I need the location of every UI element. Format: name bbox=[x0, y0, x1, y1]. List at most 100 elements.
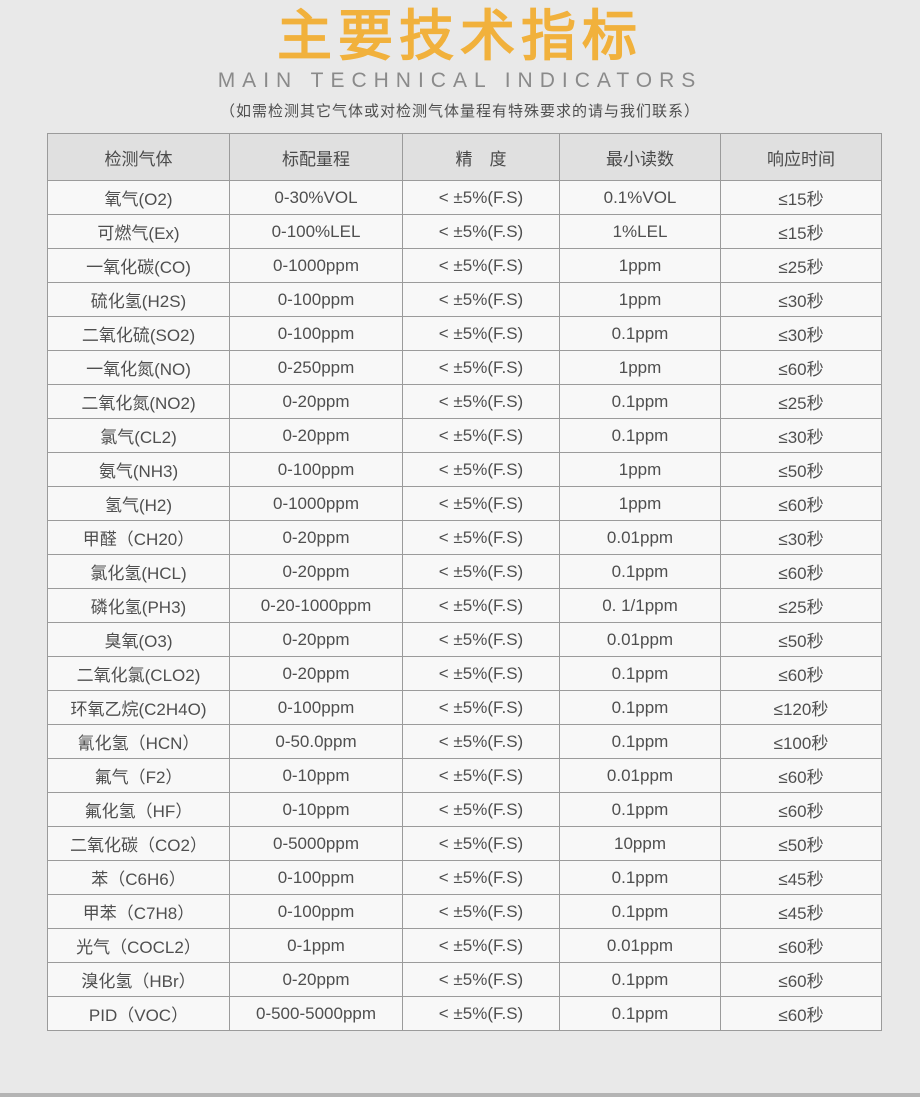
contact-note: （如需检测其它气体或对检测气体量程有特殊要求的请与我们联系） bbox=[219, 102, 700, 120]
cell-min-reading: 1ppm bbox=[559, 350, 721, 385]
cell-response-time: ≤50秒 bbox=[720, 622, 882, 657]
table-row: 溴化氢（HBr） 0-20ppm < ±5%(F.S) 0.1ppm ≤60秒 bbox=[47, 962, 882, 997]
cell-range: 0-100ppm bbox=[229, 452, 403, 487]
cell-min-reading: 1ppm bbox=[559, 282, 721, 317]
cell-range: 0-100ppm bbox=[229, 316, 403, 351]
cell-response-time: ≤60秒 bbox=[720, 486, 882, 521]
table-row: 氯化氢(HCL) 0-20ppm < ±5%(F.S) 0.1ppm ≤60秒 bbox=[47, 554, 882, 589]
cell-min-reading: 0.1ppm bbox=[559, 384, 721, 419]
table-row: 一氧化氮(NO) 0-250ppm < ±5%(F.S) 1ppm ≤60秒 bbox=[47, 350, 882, 385]
table-row: 环氧乙烷(C2H4O) 0-100ppm < ±5%(F.S) 0.1ppm ≤120秒 bbox=[47, 690, 882, 725]
table-row: 苯（C6H6） 0-100ppm < ±5%(F.S) 0.1ppm ≤45秒 bbox=[47, 860, 882, 895]
cell-range: 0-50.0ppm bbox=[229, 724, 403, 759]
cell-gas: 氯气(CL2) bbox=[47, 418, 230, 453]
cell-gas: 氟化氢（HF） bbox=[47, 792, 230, 827]
cell-gas: 氟气（F2） bbox=[47, 758, 230, 793]
cell-range: 0-20ppm bbox=[229, 418, 403, 453]
cell-gas: 氧气(O2) bbox=[47, 180, 230, 215]
cell-min-reading: 0. 1/1ppm bbox=[559, 588, 721, 623]
column-header-gas: 检测气体 bbox=[47, 133, 230, 181]
cell-gas: 光气（COCL2） bbox=[47, 928, 230, 963]
cell-gas: 二氧化氮(NO2) bbox=[47, 384, 230, 419]
cell-response-time: ≤25秒 bbox=[720, 588, 882, 623]
cell-accuracy: < ±5%(F.S) bbox=[402, 418, 560, 453]
cell-range: 0-100ppm bbox=[229, 894, 403, 929]
cell-accuracy: < ±5%(F.S) bbox=[402, 724, 560, 759]
technical-indicators-table: 检测气体 标配量程 精 度 最小读数 响应时间 氧气(O2) 0-30%VOL < … bbox=[47, 133, 882, 1031]
cell-min-reading: 0.1ppm bbox=[559, 418, 721, 453]
cell-min-reading: 0.01ppm bbox=[559, 928, 721, 963]
cell-accuracy: < ±5%(F.S) bbox=[402, 452, 560, 487]
cell-accuracy: < ±5%(F.S) bbox=[402, 520, 560, 555]
cell-gas: 二氧化碳（CO2） bbox=[47, 826, 230, 861]
cell-min-reading: 1ppm bbox=[559, 486, 721, 521]
cell-range: 0-5000ppm bbox=[229, 826, 403, 861]
cell-accuracy: < ±5%(F.S) bbox=[402, 316, 560, 351]
cell-min-reading: 0.01ppm bbox=[559, 622, 721, 657]
cell-accuracy: < ±5%(F.S) bbox=[402, 588, 560, 623]
cell-min-reading: 0.1ppm bbox=[559, 656, 721, 691]
cell-min-reading: 0.1ppm bbox=[559, 316, 721, 351]
cell-accuracy: < ±5%(F.S) bbox=[402, 758, 560, 793]
table-row: 二氧化氮(NO2) 0-20ppm < ±5%(F.S) 0.1ppm ≤25秒 bbox=[47, 384, 882, 419]
cell-min-reading: 0.1ppm bbox=[559, 996, 721, 1031]
cell-response-time: ≤50秒 bbox=[720, 452, 882, 487]
cell-accuracy: < ±5%(F.S) bbox=[402, 962, 560, 997]
cell-gas: 甲苯（C7H8） bbox=[47, 894, 230, 929]
page-subtitle: MAIN TECHNICAL INDICATORS bbox=[217, 68, 703, 92]
cell-range: 0-20ppm bbox=[229, 384, 403, 419]
table-row: 甲醛（CH20） 0-20ppm < ±5%(F.S) 0.01ppm ≤30秒 bbox=[47, 520, 882, 555]
table-row: PID（VOC） 0-500-5000ppm < ±5%(F.S) 0.1ppm ≤60… bbox=[47, 996, 882, 1031]
cell-range: 0-100ppm bbox=[229, 860, 403, 895]
cell-accuracy: < ±5%(F.S) bbox=[402, 384, 560, 419]
cell-range: 0-20ppm bbox=[229, 656, 403, 691]
cell-response-time: ≤15秒 bbox=[720, 180, 882, 215]
cell-gas: 氢气(H2) bbox=[47, 486, 230, 521]
table-row: 光气（COCL2） 0-1ppm < ±5%(F.S) 0.01ppm ≤60秒 bbox=[47, 928, 882, 963]
cell-accuracy: < ±5%(F.S) bbox=[402, 180, 560, 215]
cell-range: 0-20ppm bbox=[229, 622, 403, 657]
cell-min-reading: 0.1ppm bbox=[559, 690, 721, 725]
cell-gas: 苯（C6H6） bbox=[47, 860, 230, 895]
column-header-min-reading: 最小读数 bbox=[559, 133, 721, 181]
cell-gas: 硫化氢(H2S) bbox=[47, 282, 230, 317]
column-header-response-time: 响应时间 bbox=[720, 133, 882, 181]
cell-gas: 溴化氢（HBr） bbox=[47, 962, 230, 997]
table-row: 氟气（F2） 0-10ppm < ±5%(F.S) 0.01ppm ≤60秒 bbox=[47, 758, 882, 793]
table-row: 可燃气(Ex) 0-100%LEL < ±5%(F.S) 1%LEL ≤15秒 bbox=[47, 214, 882, 249]
cell-min-reading: 0.1ppm bbox=[559, 860, 721, 895]
cell-min-reading: 1%LEL bbox=[559, 214, 721, 249]
cell-accuracy: < ±5%(F.S) bbox=[402, 792, 560, 827]
cell-accuracy: < ±5%(F.S) bbox=[402, 554, 560, 589]
cell-accuracy: < ±5%(F.S) bbox=[402, 622, 560, 657]
table-row: 二氧化硫(SO2) 0-100ppm < ±5%(F.S) 0.1ppm ≤30秒 bbox=[47, 316, 882, 351]
cell-min-reading: 1ppm bbox=[559, 248, 721, 283]
cell-response-time: ≤45秒 bbox=[720, 894, 882, 929]
cell-response-time: ≤25秒 bbox=[720, 384, 882, 419]
column-header-accuracy: 精 度 bbox=[402, 133, 560, 181]
cell-response-time: ≤30秒 bbox=[720, 316, 882, 351]
table-row: 氯气(CL2) 0-20ppm < ±5%(F.S) 0.1ppm ≤30秒 bbox=[47, 418, 882, 453]
cell-gas: 氰化氢（HCN） bbox=[47, 724, 230, 759]
cell-response-time: ≤30秒 bbox=[720, 520, 882, 555]
cell-range: 0-1000ppm bbox=[229, 248, 403, 283]
cell-gas: 一氧化碳(CO) bbox=[47, 248, 230, 283]
cell-range: 0-20-1000ppm bbox=[229, 588, 403, 623]
cell-gas: 磷化氢(PH3) bbox=[47, 588, 230, 623]
cell-response-time: ≤60秒 bbox=[720, 792, 882, 827]
cell-gas: 一氧化氮(NO) bbox=[47, 350, 230, 385]
cell-range: 0-20ppm bbox=[229, 962, 403, 997]
cell-range: 0-100ppm bbox=[229, 282, 403, 317]
cell-range: 0-1ppm bbox=[229, 928, 403, 963]
cell-response-time: ≤60秒 bbox=[720, 758, 882, 793]
cell-accuracy: < ±5%(F.S) bbox=[402, 248, 560, 283]
cell-gas: 氯化氢(HCL) bbox=[47, 554, 230, 589]
table-header-row: 检测气体 标配量程 精 度 最小读数 响应时间 bbox=[47, 133, 882, 181]
cell-gas: 二氧化氯(CLO2) bbox=[47, 656, 230, 691]
table-row: 硫化氢(H2S) 0-100ppm < ±5%(F.S) 1ppm ≤30秒 bbox=[47, 282, 882, 317]
cell-accuracy: < ±5%(F.S) bbox=[402, 486, 560, 521]
cell-min-reading: 0.1ppm bbox=[559, 962, 721, 997]
cell-min-reading: 0.1ppm bbox=[559, 554, 721, 589]
cell-range: 0-1000ppm bbox=[229, 486, 403, 521]
cell-range: 0-30%VOL bbox=[229, 180, 403, 215]
